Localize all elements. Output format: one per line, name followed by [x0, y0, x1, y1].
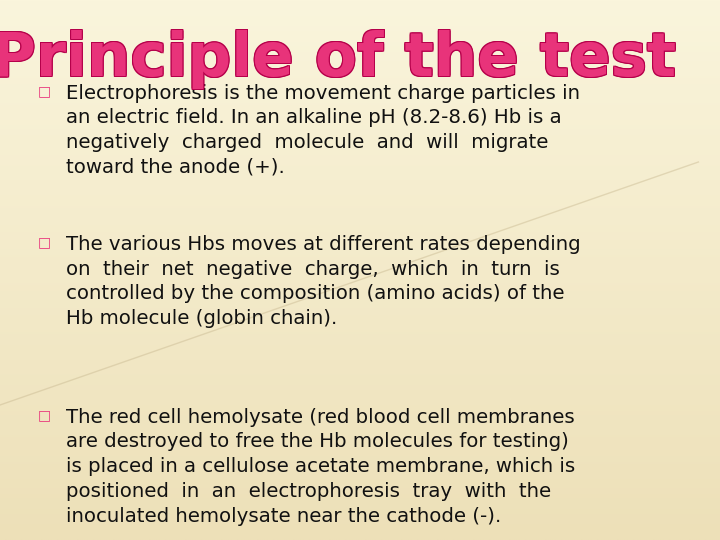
Text: Principle of the test: Principle of the test — [0, 29, 675, 88]
Text: Principle of the test: Principle of the test — [0, 29, 678, 88]
Text: Electrophoresis is the movement charge particles in
an electric field. In an alk: Electrophoresis is the movement charge p… — [66, 84, 580, 177]
Text: □: □ — [37, 408, 50, 422]
Text: The various Hbs moves at different rates depending
on  their  net  negative  cha: The various Hbs moves at different rates… — [66, 235, 581, 328]
Text: Principle of the test: Principle of the test — [0, 30, 677, 90]
Text: Principle of the test: Principle of the test — [0, 30, 678, 89]
Text: Principle of the test: Principle of the test — [0, 30, 678, 90]
Text: Principle of the test: Principle of the test — [0, 30, 675, 90]
Text: □: □ — [37, 235, 50, 249]
Text: Principle of the test: Principle of the test — [0, 29, 677, 88]
Text: The red cell hemolysate (red blood cell membranes
are destroyed to free the Hb m: The red cell hemolysate (red blood cell … — [66, 408, 575, 525]
Text: Principle of the test: Principle of the test — [0, 30, 677, 89]
Text: □: □ — [37, 84, 50, 98]
Text: Principle of the test: Principle of the test — [0, 30, 675, 89]
